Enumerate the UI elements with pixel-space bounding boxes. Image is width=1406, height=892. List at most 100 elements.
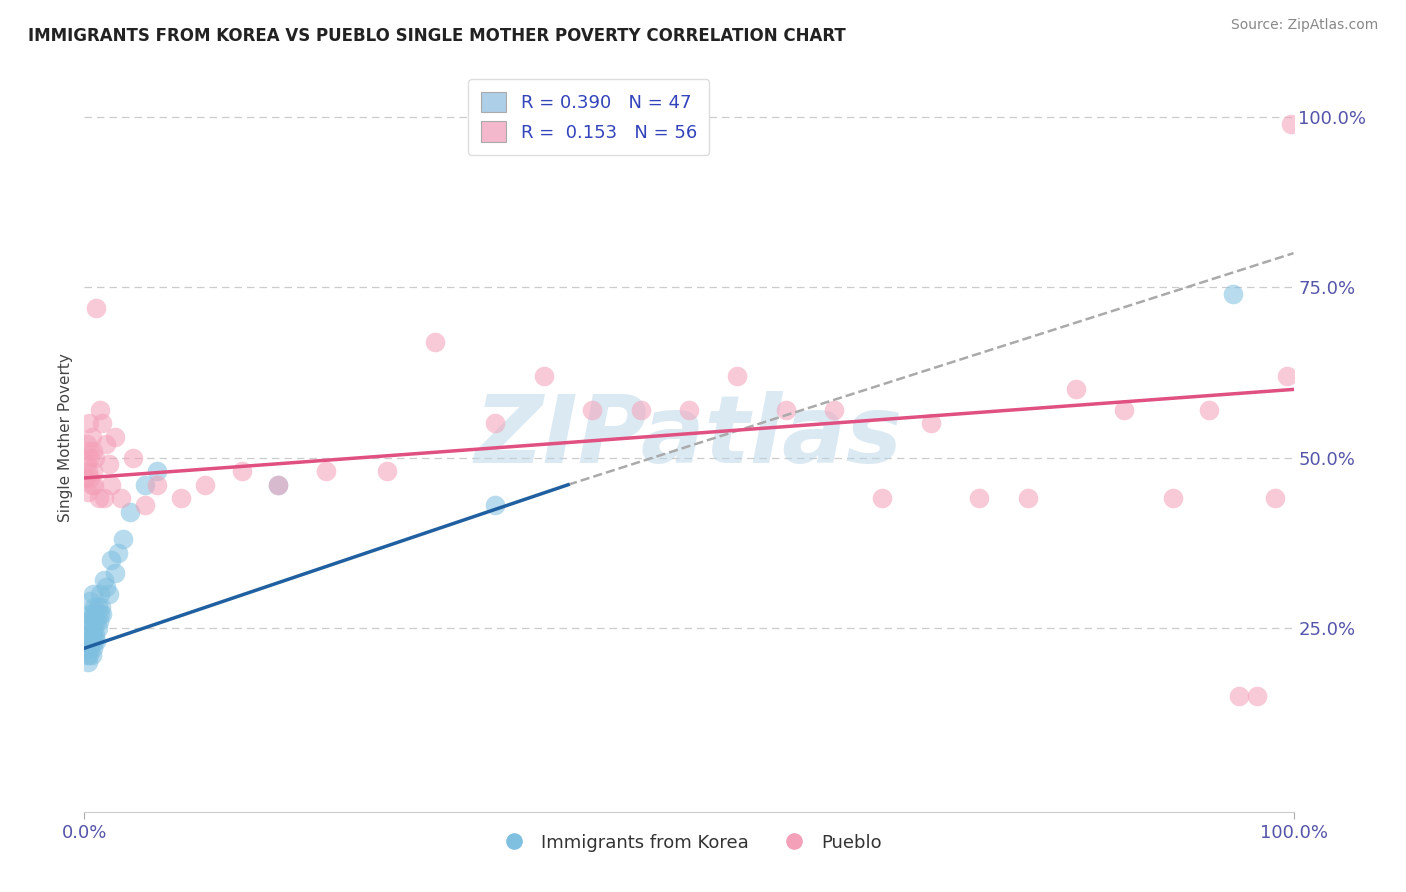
- Point: [110, 491, 132, 506]
- Point: [1264, 491, 1286, 506]
- Point: [84, 627, 107, 641]
- Point: [170, 491, 193, 506]
- Point: [315, 464, 337, 478]
- Point: [87, 491, 110, 506]
- Point: [1198, 402, 1220, 417]
- Point: [484, 417, 506, 431]
- Point: [82, 587, 104, 601]
- Point: [581, 402, 603, 417]
- Text: Source: ZipAtlas.com: Source: ZipAtlas.com: [1230, 18, 1378, 32]
- Point: [76, 648, 98, 662]
- Point: [91, 607, 114, 622]
- Point: [77, 443, 100, 458]
- Point: [146, 477, 169, 491]
- Point: [93, 573, 115, 587]
- Point: [79, 641, 101, 656]
- Point: [872, 491, 894, 506]
- Point: [775, 402, 797, 417]
- Point: [79, 607, 101, 622]
- Point: [1114, 402, 1136, 417]
- Point: [83, 621, 105, 635]
- Point: [1277, 368, 1299, 383]
- Y-axis label: Single Mother Poverty: Single Mother Poverty: [58, 352, 73, 522]
- Point: [194, 477, 217, 491]
- Point: [97, 587, 120, 601]
- Text: ZIPatlas: ZIPatlas: [475, 391, 903, 483]
- Point: [1227, 689, 1250, 703]
- Point: [423, 334, 446, 349]
- Point: [75, 641, 97, 656]
- Legend: Immigrants from Korea, Pueblo: Immigrants from Korea, Pueblo: [489, 827, 889, 859]
- Point: [84, 607, 107, 622]
- Point: [75, 471, 97, 485]
- Point: [107, 546, 129, 560]
- Point: [94, 437, 117, 451]
- Point: [77, 614, 100, 628]
- Point: [89, 587, 111, 601]
- Point: [79, 450, 101, 465]
- Point: [86, 600, 108, 615]
- Point: [83, 477, 105, 491]
- Point: [121, 450, 143, 465]
- Point: [86, 614, 108, 628]
- Text: IMMIGRANTS FROM KOREA VS PUEBLO SINGLE MOTHER POVERTY CORRELATION CHART: IMMIGRANTS FROM KOREA VS PUEBLO SINGLE M…: [28, 27, 846, 45]
- Point: [90, 600, 112, 615]
- Point: [89, 402, 111, 417]
- Point: [100, 552, 122, 566]
- Point: [86, 301, 108, 315]
- Point: [82, 641, 104, 656]
- Point: [84, 450, 107, 465]
- Point: [93, 491, 115, 506]
- Point: [79, 627, 101, 641]
- Point: [79, 593, 101, 607]
- Point: [1222, 287, 1244, 301]
- Point: [77, 417, 100, 431]
- Point: [77, 634, 100, 648]
- Point: [80, 430, 103, 444]
- Point: [97, 458, 120, 472]
- Point: [76, 627, 98, 641]
- Point: [77, 648, 100, 662]
- Point: [484, 498, 506, 512]
- Point: [80, 634, 103, 648]
- Point: [86, 634, 108, 648]
- Point: [375, 464, 398, 478]
- Point: [1161, 491, 1184, 506]
- Point: [91, 417, 114, 431]
- Point: [100, 477, 122, 491]
- Point: [80, 614, 103, 628]
- Point: [82, 627, 104, 641]
- Point: [134, 498, 156, 512]
- Point: [630, 402, 652, 417]
- Point: [77, 621, 100, 635]
- Point: [80, 648, 103, 662]
- Point: [146, 464, 169, 478]
- Point: [1279, 117, 1302, 131]
- Point: [76, 458, 98, 472]
- Point: [80, 477, 103, 491]
- Point: [267, 477, 290, 491]
- Point: [267, 477, 290, 491]
- Point: [83, 634, 105, 648]
- Point: [77, 464, 100, 478]
- Point: [86, 621, 108, 635]
- Point: [94, 580, 117, 594]
- Point: [89, 607, 111, 622]
- Point: [82, 464, 104, 478]
- Point: [533, 368, 555, 383]
- Point: [79, 471, 101, 485]
- Point: [967, 491, 990, 506]
- Point: [112, 533, 135, 547]
- Point: [1017, 491, 1039, 506]
- Point: [1064, 383, 1087, 397]
- Point: [678, 402, 700, 417]
- Point: [1246, 689, 1268, 703]
- Point: [920, 417, 942, 431]
- Point: [77, 655, 100, 669]
- Point: [82, 443, 104, 458]
- Point: [120, 505, 142, 519]
- Point: [725, 368, 748, 383]
- Point: [76, 437, 98, 451]
- Point: [82, 607, 104, 622]
- Point: [104, 430, 127, 444]
